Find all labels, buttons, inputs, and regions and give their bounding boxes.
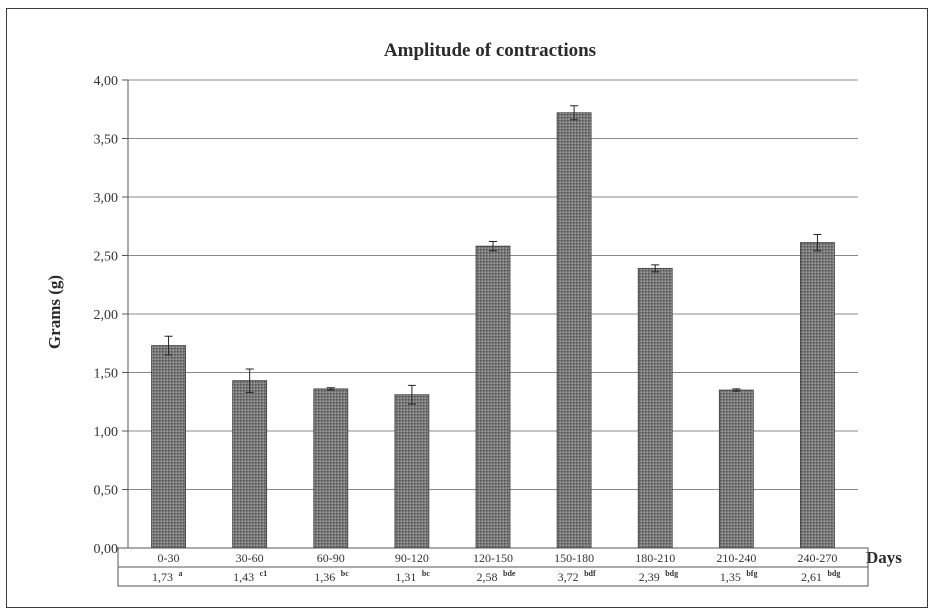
y-tick-label: 2,00 — [94, 308, 119, 323]
y-tick-label: 1,50 — [94, 367, 119, 382]
y-tick-label: 4,00 — [94, 74, 119, 89]
value-label: 1,36 — [314, 570, 335, 584]
significance-label: bde — [503, 569, 516, 578]
y-tick-label: 2,50 — [94, 250, 119, 265]
significance-label: bc — [341, 569, 349, 578]
y-axis-label: Grams (g) — [45, 275, 64, 349]
category-label: 210-240 — [716, 551, 756, 565]
value-label: 1,35 — [720, 570, 741, 584]
bar — [637, 267, 673, 549]
bar — [313, 388, 349, 549]
category-label: 180-210 — [635, 551, 675, 565]
value-label: 2,39 — [639, 570, 660, 584]
value-label: 1,31 — [395, 570, 416, 584]
value-label: 1,73 — [152, 570, 173, 584]
significance-label: c1 — [260, 569, 268, 578]
bar — [394, 394, 430, 549]
category-label: 90-120 — [395, 551, 429, 565]
y-axis-ticks: 0,00 0,50 1,00 1,50 2,00 2,50 3,00 3,50 4,00 — [94, 74, 119, 557]
significance-label: a — [179, 569, 183, 578]
bars — [151, 112, 835, 549]
category-table: 0-30 1,73 a 30-60 1,43 c1 60-90 1,36 bc 90-120 1,3… — [117, 547, 869, 587]
y-tick-label: 1,00 — [94, 425, 119, 440]
value-label: 3,72 — [558, 570, 579, 584]
y-tick-label: 0,50 — [94, 484, 119, 499]
x-axis-label: Days — [866, 548, 902, 567]
chart-frame — [6, 8, 928, 608]
error-bars — [164, 105, 822, 405]
significance-label: bdg — [827, 569, 840, 578]
significance-label: bc — [422, 569, 430, 578]
bar — [556, 112, 592, 549]
bar — [232, 380, 268, 549]
bar — [800, 242, 835, 549]
bar — [475, 245, 511, 549]
category-label: 120-150 — [473, 551, 513, 565]
value-label: 1,43 — [233, 570, 254, 584]
y-tick-label: 0,00 — [94, 542, 119, 557]
category-label: 240-270 — [797, 551, 837, 565]
category-label: 30-60 — [236, 551, 264, 565]
significance-label: bfg — [746, 569, 757, 578]
bar — [151, 345, 186, 549]
significance-label: bdg — [665, 569, 678, 578]
category-label: 150-180 — [554, 551, 594, 565]
y-tick-label: 3,50 — [94, 133, 119, 148]
category-label: 0-30 — [158, 551, 180, 565]
bar — [718, 389, 754, 549]
value-label: 2,61 — [801, 570, 822, 584]
significance-label: bdf — [584, 569, 596, 578]
value-label: 2,58 — [477, 570, 498, 584]
y-tick-label: 3,00 — [94, 191, 119, 206]
chart-title: Amplitude of contractions — [384, 40, 596, 61]
category-label: 60-90 — [317, 551, 345, 565]
